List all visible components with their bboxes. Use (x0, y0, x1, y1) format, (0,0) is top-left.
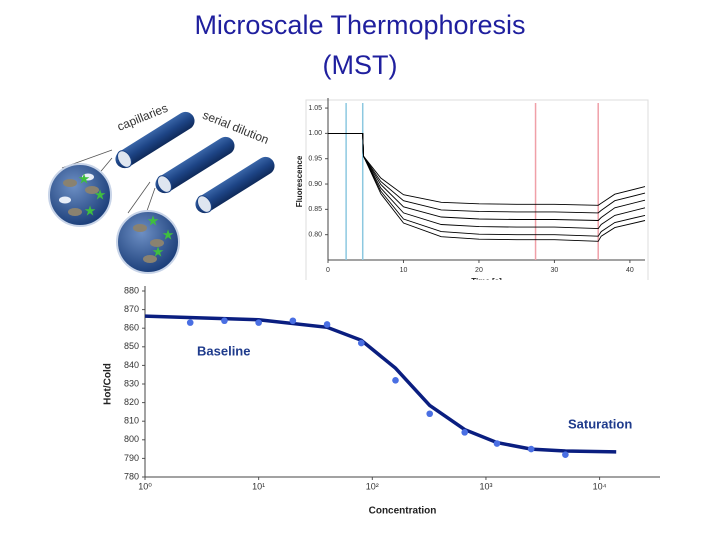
x-tick-label: 10³ (479, 481, 492, 491)
y-tick-label: 870 (124, 304, 139, 314)
data-point (527, 445, 535, 453)
svg-text:★: ★ (94, 187, 107, 203)
data-point (562, 451, 569, 458)
x-tick-label: 10⁴ (593, 481, 607, 491)
title-line: (MST) (323, 50, 398, 80)
data-point (289, 317, 297, 325)
data-point (186, 319, 194, 326)
annotation: Saturation (568, 416, 632, 431)
data-point (357, 339, 365, 347)
data-point (221, 317, 228, 325)
trace-line (328, 132, 646, 242)
sphere (116, 210, 180, 274)
x-tick-label: 20 (475, 267, 483, 274)
y-tick-label: 850 (124, 341, 139, 351)
x-tick-label: 10⁰ (138, 481, 152, 491)
y-tick-label: 860 (124, 323, 139, 333)
svg-text:★: ★ (78, 171, 91, 187)
y-tick-label: 1.00 (308, 130, 322, 137)
svg-text:★: ★ (162, 227, 175, 243)
y-tick-label: 1.05 (308, 105, 322, 112)
title-line: Microscale Thermophoresis (194, 10, 525, 40)
svg-text:★: ★ (84, 203, 97, 219)
y-tick-label: 820 (124, 397, 139, 407)
sphere (48, 163, 112, 227)
y-tick-label: 830 (124, 378, 139, 388)
y-axis-label: Hot/Cold (103, 363, 114, 405)
fit-line (144, 314, 617, 454)
y-tick-label: 780 (124, 471, 139, 481)
y-tick-label: 0.90 (308, 181, 322, 188)
capillary (155, 136, 235, 194)
y-tick-label: 810 (124, 416, 139, 426)
y-tick-label: 840 (124, 360, 139, 370)
data-point (323, 321, 331, 328)
capillary (195, 156, 275, 214)
x-tick-label: 10¹ (252, 481, 265, 491)
data-point (461, 429, 468, 436)
inset-chart: 0.800.850.900.951.001.05010203040Time [s… (295, 98, 649, 286)
svg-text:★: ★ (147, 213, 160, 229)
x-tick-label: 10 (400, 267, 408, 274)
x-tick-label: 40 (626, 267, 634, 274)
y-tick-label: 0.95 (308, 156, 322, 163)
x-tick-label: 0 (326, 267, 330, 274)
y-tick-label: 0.85 (308, 206, 322, 213)
x-tick-label: 10² (366, 481, 379, 491)
main-chart: 780 790 800 810 820 830 840 850 860 870 880 10⁰ 10¹ 1… (100, 280, 665, 522)
y-axis-label: Fluorescence (295, 155, 304, 207)
data-point (493, 440, 501, 447)
y-tick-label: 790 (124, 453, 139, 463)
capillary (115, 111, 195, 169)
y-tick-label: 800 (124, 434, 139, 444)
svg-text:★: ★ (152, 244, 165, 260)
data-point (426, 410, 434, 418)
annotation: Baseline (197, 343, 250, 358)
data-point (255, 319, 262, 326)
illustration-label: serial dilution (201, 108, 271, 147)
illustration: capillaries serial dilution ★★★★★★ (48, 101, 275, 274)
x-axis-label: Concentration (369, 506, 437, 517)
plot-frame (305, 99, 649, 286)
data-point (392, 376, 399, 384)
y-tick-label: 0.80 (308, 232, 322, 239)
plot-frame (100, 280, 665, 522)
x-tick-label: 30 (551, 267, 559, 274)
y-tick-label: 880 (124, 285, 139, 295)
